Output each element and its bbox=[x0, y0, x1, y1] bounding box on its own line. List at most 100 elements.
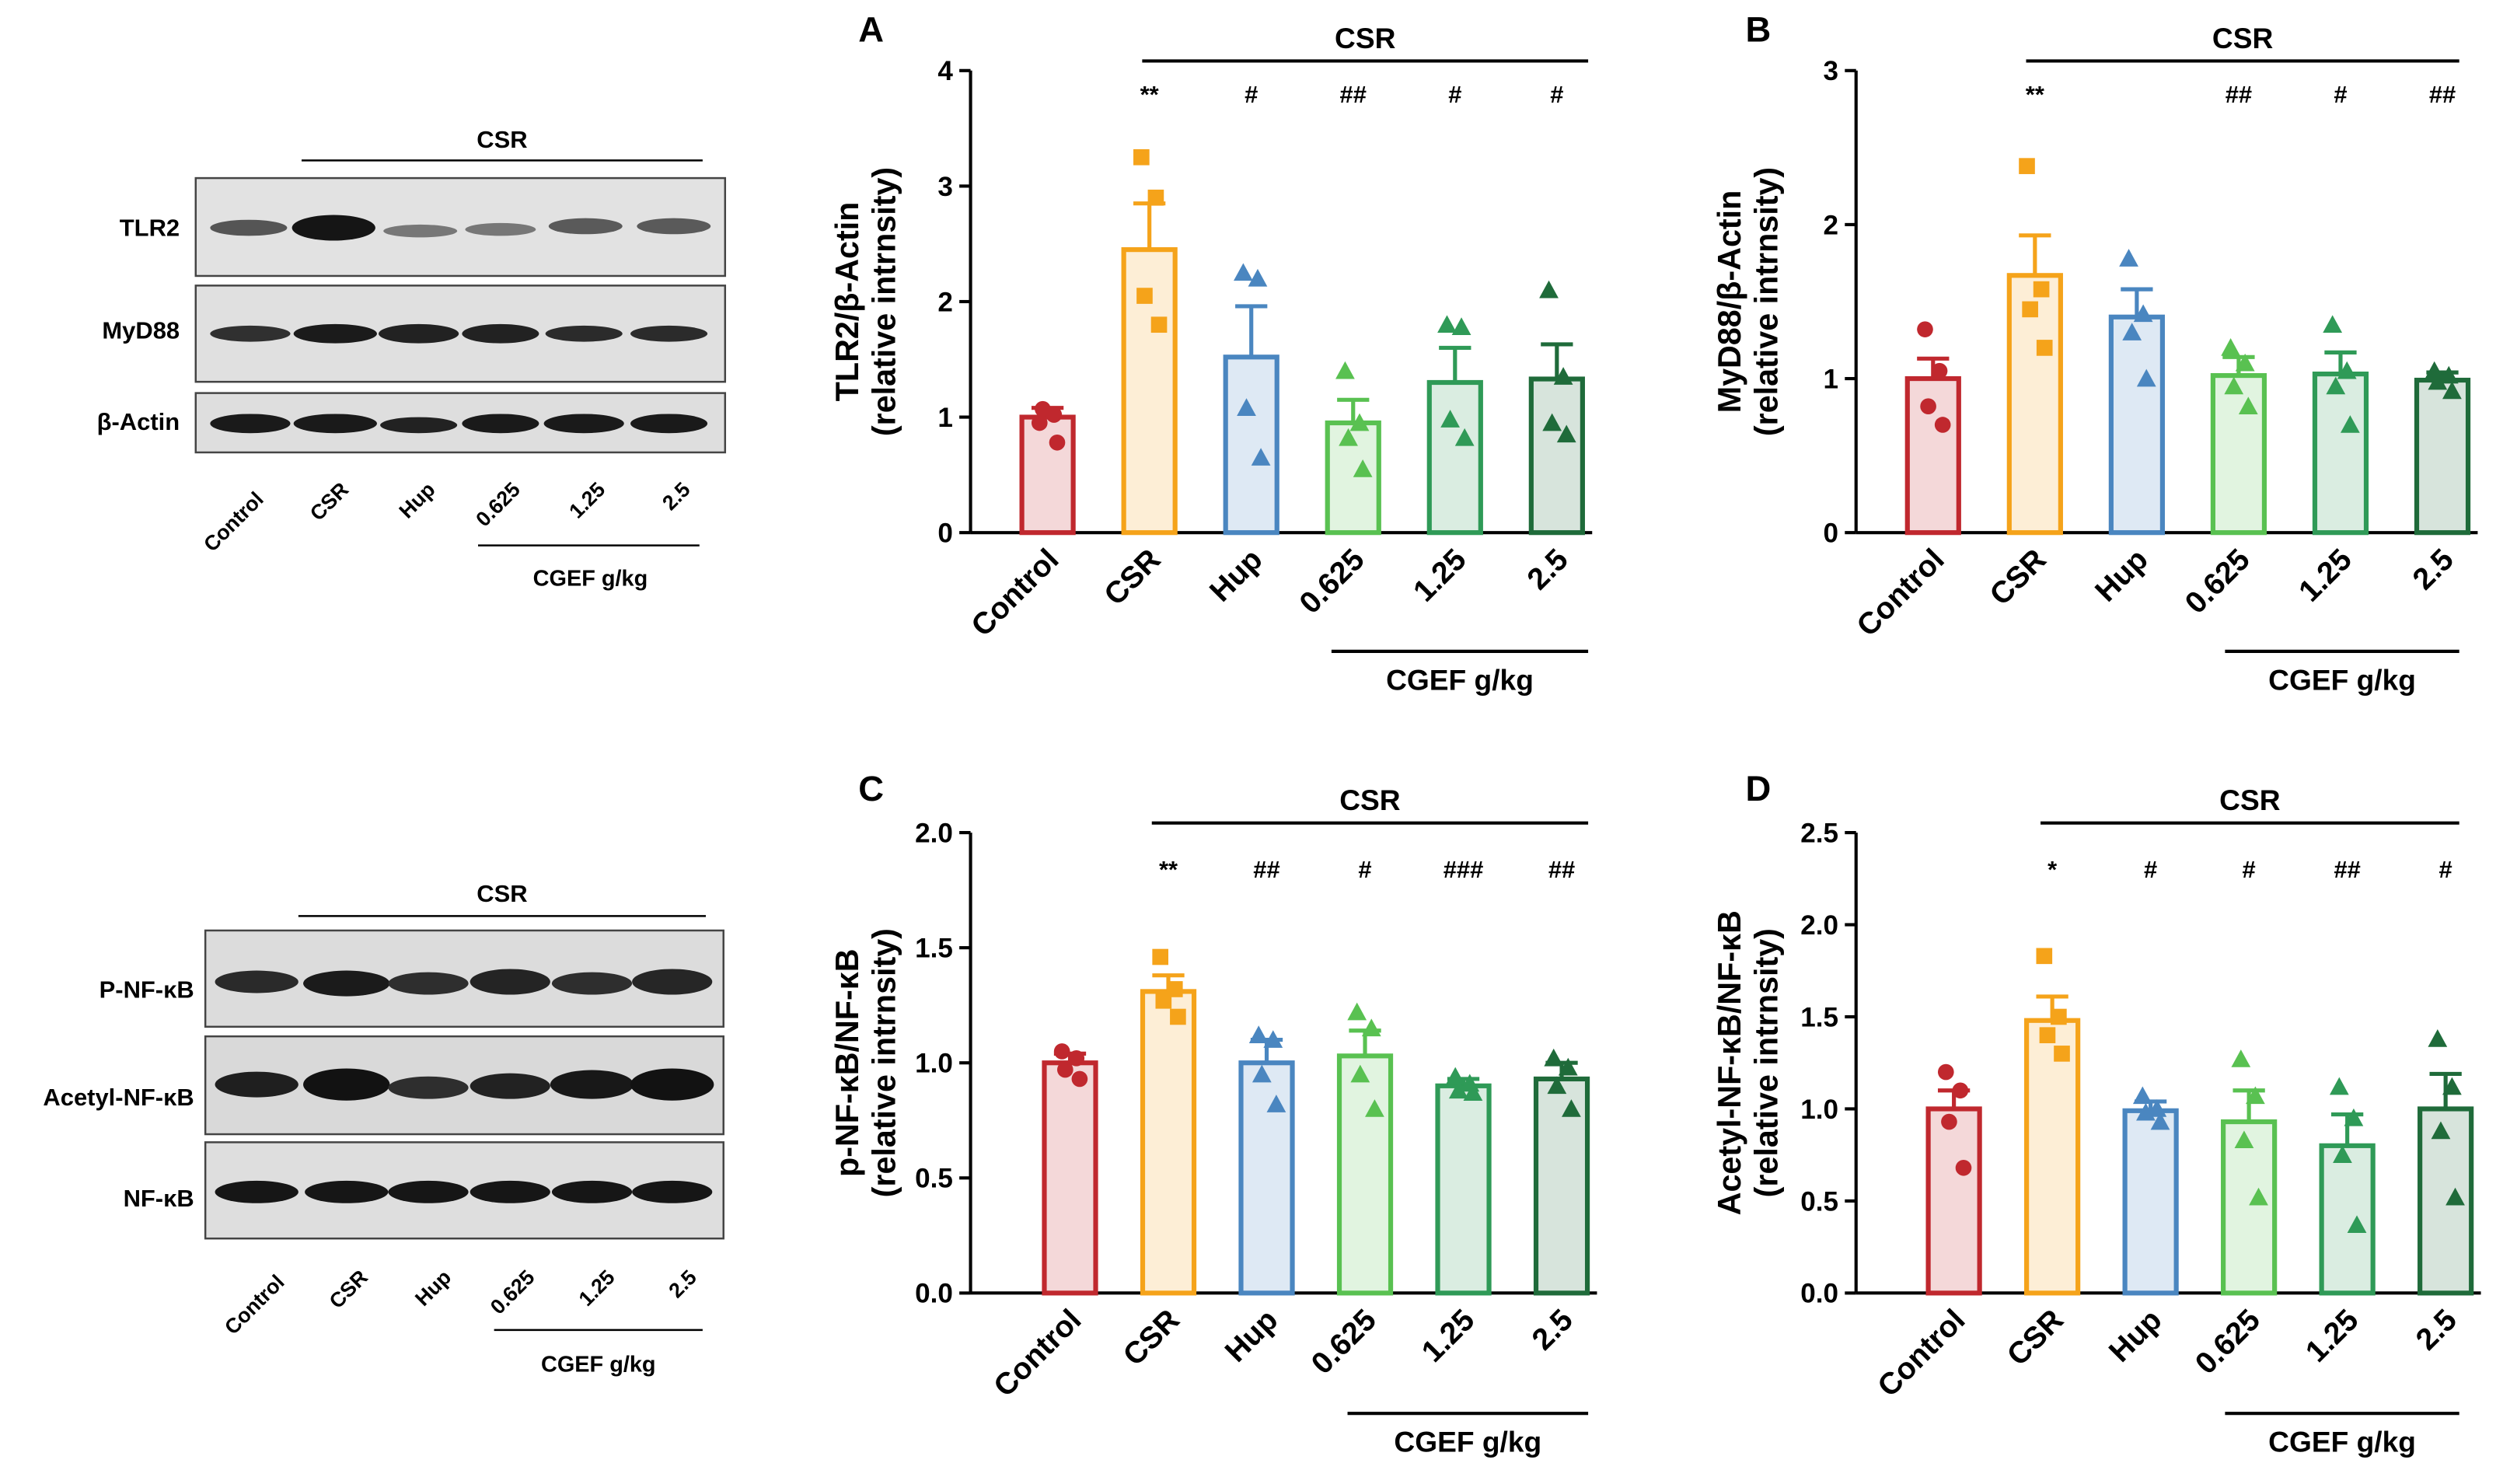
blot-band bbox=[470, 969, 550, 995]
data-point bbox=[2147, 1099, 2167, 1117]
data-point bbox=[1937, 1063, 1954, 1081]
data-point bbox=[2326, 376, 2346, 395]
bar bbox=[1238, 1060, 1295, 1296]
blot-band bbox=[380, 417, 458, 434]
x-tick-label: Hup bbox=[2089, 543, 2154, 608]
data-point bbox=[1361, 1018, 1381, 1037]
x-tick-label: 0.625 bbox=[2179, 543, 2257, 620]
data-point bbox=[2428, 1029, 2448, 1047]
y-axis-label: Acetyl-NF-κB/NF-κB bbox=[1712, 910, 1747, 1215]
blot-top-lane-label: Control bbox=[199, 487, 268, 557]
data-point bbox=[2235, 353, 2255, 372]
data-point bbox=[1248, 1025, 1269, 1044]
data-point bbox=[2036, 948, 2053, 965]
data-point bbox=[2133, 304, 2153, 323]
data-point bbox=[1068, 1049, 1085, 1067]
data-point bbox=[1049, 434, 1066, 451]
x-tick-label: Hup bbox=[2103, 1303, 2168, 1368]
data-point bbox=[1147, 189, 1164, 206]
data-point bbox=[1365, 1099, 1384, 1117]
blot-band bbox=[545, 325, 623, 342]
data-point bbox=[1152, 948, 1169, 965]
bar bbox=[1042, 1060, 1098, 1296]
blot-bottom-lane-label: CSR bbox=[325, 1266, 372, 1313]
significance-label: ** bbox=[1159, 856, 1178, 883]
blot-top-lane-label: Hup bbox=[395, 478, 440, 523]
data-point bbox=[1448, 1081, 1468, 1099]
data-point bbox=[1934, 417, 1951, 433]
blot-band bbox=[550, 1070, 634, 1099]
chart-panel-d: D 0.0 0.5 1.0 1.5 2.0 2.5 Acetyl-NF-κB/NF-κB (re… bbox=[1712, 769, 2481, 1458]
data-point bbox=[2246, 1086, 2265, 1105]
data-point bbox=[1454, 428, 1475, 446]
data-point bbox=[1170, 1008, 1186, 1025]
blot-band bbox=[632, 1180, 713, 1203]
blot-bottom-group-label: CSR bbox=[477, 880, 527, 907]
significance-label: ## bbox=[2226, 81, 2252, 108]
y-tick-label: 1.5 bbox=[915, 934, 953, 964]
significance-label: # bbox=[1448, 81, 1461, 108]
bar bbox=[1140, 989, 1197, 1296]
bar bbox=[1528, 376, 1585, 536]
data-point bbox=[2022, 301, 2038, 318]
x-tick-label: 0.625 bbox=[1293, 543, 1371, 620]
data-point bbox=[1248, 268, 1268, 287]
y-tick-label: 0.0 bbox=[915, 1279, 953, 1309]
data-point bbox=[1266, 1095, 1286, 1112]
bar bbox=[2122, 1108, 2179, 1296]
blot-band bbox=[215, 970, 298, 993]
data-point bbox=[1347, 1002, 1367, 1021]
y-tick-label: 2.5 bbox=[1800, 818, 1838, 848]
y-tick-label: 3 bbox=[1824, 56, 1839, 86]
significance-label: * bbox=[2047, 856, 2058, 883]
x-tick-label: CSR bbox=[1984, 543, 2053, 612]
bar bbox=[2414, 377, 2471, 536]
y-tick-label: 0.0 bbox=[1800, 1279, 1838, 1309]
y-axis-label: MyD88/β-Actin bbox=[1712, 190, 1747, 414]
blot-band bbox=[305, 1180, 389, 1203]
group-label: CSR bbox=[2212, 22, 2274, 54]
data-point bbox=[2333, 1145, 2352, 1163]
data-point bbox=[1437, 315, 1457, 333]
y-tick-label: 2 bbox=[1824, 210, 1839, 240]
blot-band bbox=[210, 414, 291, 434]
significance-label: ** bbox=[1140, 81, 1160, 108]
blot-band bbox=[210, 325, 291, 342]
y-tick-label: 1.5 bbox=[1800, 1002, 1838, 1032]
blot-top-lane-label: 0.625 bbox=[471, 477, 525, 531]
data-point bbox=[1542, 413, 1562, 431]
data-point bbox=[1133, 148, 1150, 166]
blot-band bbox=[632, 969, 713, 995]
group-label: CSR bbox=[2219, 784, 2281, 816]
data-point bbox=[2424, 361, 2445, 379]
bar bbox=[1435, 1083, 1492, 1296]
blot-band bbox=[215, 1180, 298, 1203]
x-tick-label: 0.625 bbox=[2189, 1303, 2267, 1381]
blot-band bbox=[630, 325, 708, 342]
blot-band bbox=[630, 414, 708, 434]
chart-panel-c: C 0.0 0.5 1.0 1.5 2.0 p-NF-κB/NF-κB (relative i… bbox=[829, 769, 1597, 1458]
blot-band bbox=[462, 414, 539, 434]
data-point bbox=[1445, 1067, 1465, 1085]
data-point bbox=[2238, 396, 2258, 415]
data-point bbox=[1263, 1030, 1283, 1048]
data-point bbox=[2431, 1121, 2451, 1140]
data-point bbox=[2344, 1108, 2364, 1126]
x-tick-label: Hup bbox=[1219, 1303, 1284, 1368]
data-point bbox=[2019, 158, 2035, 174]
significance-label: # bbox=[2334, 81, 2347, 108]
x-tick-label: 1.25 bbox=[2292, 543, 2358, 608]
y-tick-label: 3 bbox=[937, 172, 953, 202]
blot-bottom-lane-label: 1.25 bbox=[574, 1266, 620, 1311]
x-tick-label: Control bbox=[1851, 543, 1951, 643]
blot-band bbox=[210, 219, 288, 236]
blot-bottom-row-label: P-NF-κB bbox=[99, 976, 194, 1004]
significance-label: ## bbox=[1548, 856, 1575, 883]
y-tick-label: 1.0 bbox=[915, 1049, 953, 1079]
blot-top-lane-label: CSR bbox=[305, 478, 353, 526]
data-point bbox=[1252, 1064, 1272, 1083]
dose-label: CGEF g/kg bbox=[1386, 663, 1534, 696]
significance-label: ## bbox=[1253, 856, 1279, 883]
data-point bbox=[1353, 459, 1373, 477]
